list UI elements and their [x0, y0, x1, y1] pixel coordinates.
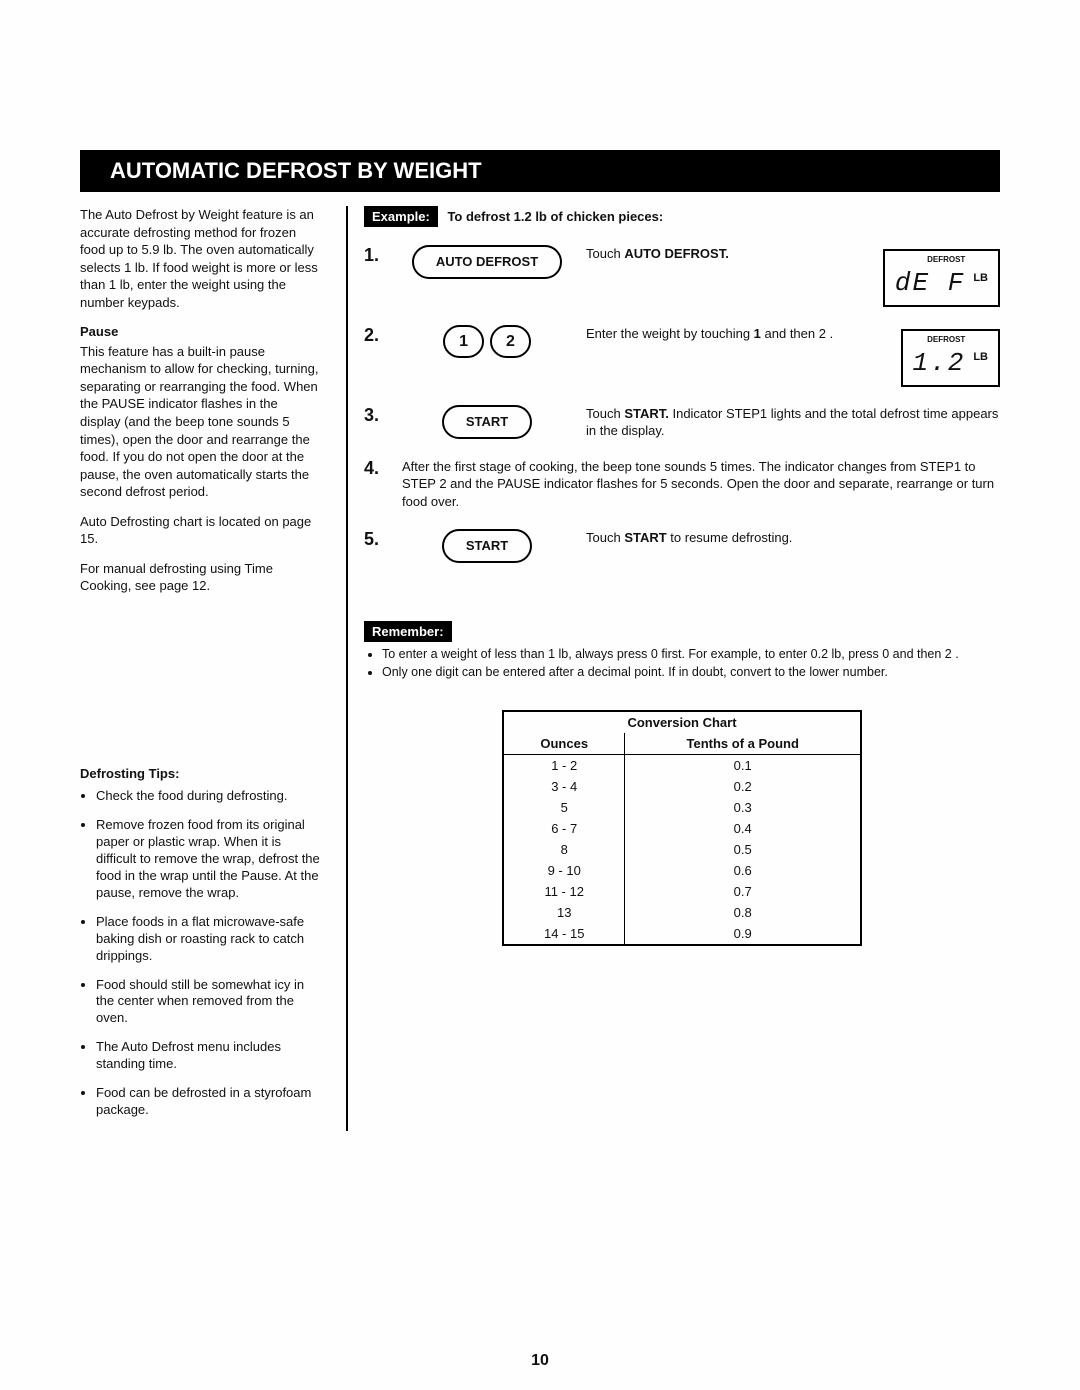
button-graphic: START [402, 405, 572, 439]
step-2: 2. 1 2 Enter the weight by touching 1 an… [364, 325, 1000, 387]
step-number: 2. [364, 325, 388, 346]
example-title: To defrost 1.2 lb of chicken pieces: [447, 209, 663, 224]
chart-note: Auto Defrosting chart is located on page… [80, 513, 320, 548]
intro-text: The Auto Defrost by Weight feature is an… [80, 206, 320, 311]
lb-label: LB [973, 271, 988, 286]
page-number: 10 [531, 1352, 549, 1370]
auto-defrost-button: AUTO DEFROST [412, 245, 562, 279]
remember-item: Only one digit can be entered after a de… [382, 664, 1000, 680]
start-button: START [442, 405, 532, 439]
step-number: 3. [364, 405, 388, 426]
tip-item: Food can be defrosted in a styrofoam pac… [96, 1085, 320, 1119]
vertical-rule [346, 206, 348, 1131]
step-description: Enter the weight by touching 1 and then … [586, 325, 1000, 387]
table-row: 11 - 120.7 [503, 881, 861, 902]
right-column: Example: To defrost 1.2 lb of chicken pi… [364, 206, 1000, 1131]
step-description: Touch AUTO DEFROST. DEFROST dE F LB [586, 245, 1000, 307]
lcd-value: dE F [895, 268, 965, 298]
remember-item: To enter a weight of less than 1 lb, alw… [382, 646, 1000, 662]
lb-label: LB [973, 350, 988, 365]
col-header-ounces: Ounces [503, 733, 625, 755]
button-graphic: 1 2 [402, 325, 572, 359]
table-row: 14 - 150.9 [503, 923, 861, 945]
tip-item: Food should still be somewhat icy in the… [96, 977, 320, 1028]
step-number: 4. [364, 458, 388, 479]
table-row: 80.5 [503, 839, 861, 860]
keypad-2-button: 2 [490, 325, 531, 359]
step-description: Touch START. Indicator STEP1 lights and … [586, 405, 1000, 440]
start-button: START [442, 529, 532, 563]
section-title: AUTOMATIC DEFROST BY WEIGHT [80, 150, 1000, 192]
table-row: 9 - 100.6 [503, 860, 861, 881]
pause-heading: Pause [80, 323, 320, 341]
table-row: 1 - 20.1 [503, 755, 861, 777]
manual-note: For manual defrosting using Time Cooking… [80, 560, 320, 595]
step-1: 1. AUTO DEFROST Touch AUTO DEFROST. DEFR… [364, 245, 1000, 307]
button-graphic: AUTO DEFROST [402, 245, 572, 279]
example-label: Example: [364, 206, 438, 227]
pause-body: This feature has a built-in pause mechan… [80, 343, 320, 501]
lcd-display: DEFROST dE F LB [883, 249, 1000, 307]
keypad-1-button: 1 [443, 325, 484, 359]
left-column: The Auto Defrost by Weight feature is an… [80, 206, 330, 1131]
tip-item: Place foods in a flat microwave-safe bak… [96, 914, 320, 965]
content-area: The Auto Defrost by Weight feature is an… [80, 206, 1000, 1131]
step-5: 5. START Touch START to resume defrostin… [364, 529, 1000, 563]
tips-list: Check the food during defrosting. Remove… [96, 788, 320, 1118]
step-4: 4. After the first stage of cooking, the… [364, 458, 1000, 511]
table-title: Conversion Chart [503, 711, 861, 733]
remember-list: To enter a weight of less than 1 lb, alw… [382, 646, 1000, 681]
remember-block: Remember: To enter a weight of less than… [364, 621, 1000, 681]
table-row: 130.8 [503, 902, 861, 923]
lcd-display: DEFROST 1.2 LB [901, 329, 1000, 387]
step-description: Touch START to resume defrosting. [586, 529, 1000, 547]
example-header: Example: To defrost 1.2 lb of chicken pi… [364, 206, 1000, 227]
tip-item: The Auto Defrost menu includes standing … [96, 1039, 320, 1073]
tips-heading: Defrosting Tips: [80, 765, 320, 783]
table-row: 3 - 40.2 [503, 776, 861, 797]
tip-item: Remove frozen food from its original pap… [96, 817, 320, 901]
step-3: 3. START Touch START. Indicator STEP1 li… [364, 405, 1000, 440]
tip-item: Check the food during defrosting. [96, 788, 320, 805]
step-description: After the first stage of cooking, the be… [402, 458, 1000, 511]
step-number: 5. [364, 529, 388, 550]
button-graphic: START [402, 529, 572, 563]
col-header-tenths: Tenths of a Pound [625, 733, 861, 755]
remember-label: Remember: [364, 621, 452, 642]
lcd-value: 1.2 [913, 348, 966, 378]
table-row: 6 - 70.4 [503, 818, 861, 839]
conversion-chart: Conversion Chart Ounces Tenths of a Poun… [502, 710, 862, 946]
table-row: 50.3 [503, 797, 861, 818]
step-number: 1. [364, 245, 388, 266]
